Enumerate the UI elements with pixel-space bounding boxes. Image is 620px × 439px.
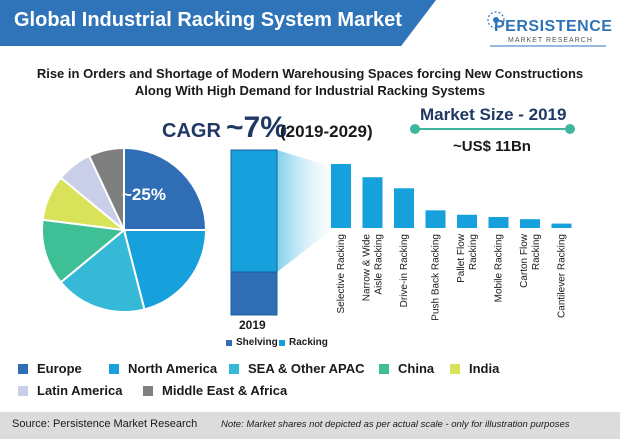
- legend-label: Europe: [37, 361, 82, 376]
- legend-swatch: [18, 363, 28, 374]
- legend-label-racking: Racking: [289, 337, 328, 348]
- legend-swatch: [143, 385, 153, 396]
- breakdown-category-label: Pallet FlowRacking: [456, 233, 479, 283]
- breakdown-connector: [277, 150, 329, 273]
- breakdown-category-label: Mobile Racking: [494, 234, 505, 302]
- breakdown-bar: [488, 216, 509, 228]
- cagr-period: (2019-2029): [280, 122, 373, 141]
- legend-item-latin-america: Latin America: [18, 383, 123, 401]
- legend-swatch: [18, 385, 28, 396]
- legend-swatch-racking: [279, 340, 285, 346]
- cagr-value: ~7%: [226, 111, 287, 144]
- breakdown-bar: [331, 164, 351, 228]
- breakdown-bar: [394, 188, 414, 228]
- logo-name: PERSISTENCE: [494, 18, 613, 35]
- subtitle-line-1: Rise in Orders and Shortage of Modern Wa…: [36, 66, 584, 81]
- stack-year-label: 2019: [239, 318, 266, 332]
- footer-bar: [0, 412, 620, 439]
- legend-label: North America: [128, 361, 218, 376]
- breakdown-bar: [520, 219, 540, 228]
- logo-subtitle: MARKET RESEARCH: [508, 37, 593, 44]
- footer-source: Source: Persistence Market Research: [12, 418, 198, 430]
- footer-note: Note: Market shares not depicted as per …: [221, 419, 570, 430]
- stack-segment-racking: [230, 149, 278, 273]
- market-size-label: Market Size - 2019: [420, 105, 567, 124]
- pie-slice-sea-apac: [59, 228, 146, 313]
- legend-label: Middle East & Africa: [162, 383, 288, 398]
- legend-swatch: [229, 363, 239, 374]
- legend-label: China: [398, 361, 435, 376]
- breakdown-category-label: Narrow & WideAisle Racking: [362, 234, 385, 302]
- legend-item-middle-east-africa: Middle East & Africa: [143, 383, 287, 401]
- pie-slice-middle-east-africa: [87, 146, 125, 231]
- breakdown-category-label: Cantilever Racking: [557, 234, 568, 318]
- breakdown-category-label: Carton FlowRacking: [519, 233, 542, 288]
- legend-item-china: China: [379, 361, 434, 379]
- legend-label: India: [469, 361, 500, 376]
- legend-swatch: [450, 363, 460, 374]
- breakdown-category-label: Selective Racking: [336, 234, 347, 313]
- legend-label: SEA & Other APAC: [248, 361, 365, 376]
- market-size-dot-left: [410, 124, 420, 134]
- legend-item-sea-apac: SEA & Other APAC: [229, 361, 365, 379]
- legend-item-north-america: North America: [109, 361, 217, 379]
- page-title: Global Industrial Racking System Market: [14, 9, 402, 31]
- logo-icon: [487, 11, 606, 47]
- breakdown-bar: [425, 210, 446, 228]
- legend-label-shelving: Shelving: [236, 337, 278, 348]
- legend-item-europe: Europe: [18, 361, 82, 379]
- pie-chart: [41, 146, 208, 313]
- racking-breakdown-chart: Selective Racking Narrow & WideAisle Rack…: [230, 149, 572, 321]
- legend-label: Latin America: [37, 383, 123, 398]
- title-banner: [0, 0, 436, 46]
- legend-swatch: [379, 363, 389, 374]
- pie-slice-north-america: [122, 229, 208, 311]
- pie-data-label: ~25%: [122, 185, 166, 204]
- pie-slice-china: [41, 218, 127, 284]
- breakdown-bar: [551, 223, 572, 228]
- legend-swatch: [109, 363, 119, 374]
- pie-slice-europe: [123, 146, 208, 231]
- legend-item-india: India: [450, 361, 499, 379]
- cagr-label: CAGR: [162, 120, 221, 142]
- breakdown-category-label: Drive-in Racking: [399, 234, 410, 307]
- legend-swatch-shelving: [226, 340, 232, 346]
- market-size-dot-right: [565, 124, 575, 134]
- breakdown-bar: [457, 214, 477, 228]
- stack-segment-shelving: [230, 271, 278, 316]
- subtitle-line-2: Along With High Demand for Industrial Ra…: [134, 83, 486, 98]
- breakdown-bar: [362, 177, 383, 228]
- market-size-value: ~US$ 11Bn: [453, 138, 531, 155]
- breakdown-category-label: Push Back Racking: [431, 234, 442, 321]
- market-size-line: [414, 128, 570, 130]
